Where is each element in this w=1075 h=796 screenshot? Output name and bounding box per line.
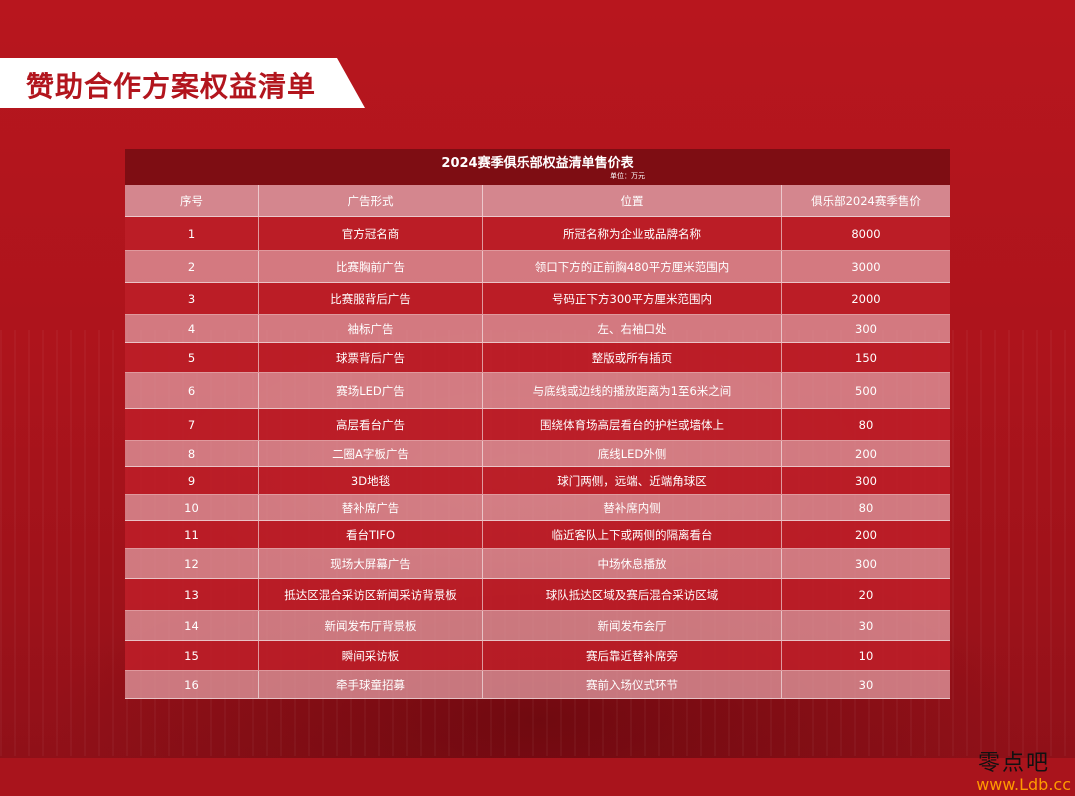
table-cell: 13 — [125, 579, 259, 611]
table-cell: 球队抵达区域及赛后混合采访区域 — [483, 579, 782, 611]
table-cell: 15 — [125, 641, 259, 671]
table-cell: 整版或所有插页 — [483, 343, 782, 373]
table-cell: 8000 — [782, 217, 950, 251]
table-cell: 4 — [125, 315, 259, 343]
table-cell: 与底线或边线的播放距离为1至6米之间 — [483, 373, 782, 409]
table-cell: 所冠名称为企业或品牌名称 — [483, 217, 782, 251]
column-header: 序号 — [125, 185, 259, 217]
table-cell: 300 — [782, 315, 950, 343]
table-cell: 8 — [125, 441, 259, 467]
table-cell: 号码正下方300平方厘米范围内 — [483, 283, 782, 315]
table-cell: 围绕体育场高层看台的护栏或墙体上 — [483, 409, 782, 441]
table-cell: 赛前入场仪式环节 — [483, 671, 782, 699]
table-title: 2024赛季俱乐部权益清单售价表 — [441, 156, 634, 171]
table-cell: 30 — [782, 671, 950, 699]
table-cell: 11 — [125, 521, 259, 549]
table-cell: 14 — [125, 611, 259, 641]
table-cell: 新闻发布厅背景板 — [259, 611, 483, 641]
table-cell: 500 — [782, 373, 950, 409]
table-cell: 200 — [782, 441, 950, 467]
table-cell: 比赛服背后广告 — [259, 283, 483, 315]
table-cell: 300 — [782, 549, 950, 579]
table-cell: 7 — [125, 409, 259, 441]
table-cell: 80 — [782, 409, 950, 441]
page-title: 赞助合作方案权益清单 — [26, 70, 317, 103]
table-cell: 球门两侧，远端、近端角球区 — [483, 467, 782, 495]
table-cell: 12 — [125, 549, 259, 579]
table-cell: 150 — [782, 343, 950, 373]
table-cell: 临近客队上下或两侧的隔离看台 — [483, 521, 782, 549]
table-cell: 抵达区混合采访区新闻采访背景板 — [259, 579, 483, 611]
table-cell: 比赛胸前广告 — [259, 251, 483, 283]
table-cell: 2 — [125, 251, 259, 283]
table-cell: 6 — [125, 373, 259, 409]
table-cell: 现场大屏幕广告 — [259, 549, 483, 579]
table-cell: 赛场LED广告 — [259, 373, 483, 409]
table-header-bar: 2024赛季俱乐部权益清单售价表 单位：万元 — [125, 149, 950, 185]
table-cell: 30 — [782, 611, 950, 641]
table-cell: 二圈A字板广告 — [259, 441, 483, 467]
table-cell: 看台TIFO — [259, 521, 483, 549]
table-cell: 赛后靠近替补席旁 — [483, 641, 782, 671]
table-cell: 官方冠名商 — [259, 217, 483, 251]
table-cell: 20 — [782, 579, 950, 611]
column-header: 位置 — [483, 185, 782, 217]
title-banner — [0, 58, 365, 108]
table-cell: 中场休息播放 — [483, 549, 782, 579]
table-cell: 1 — [125, 217, 259, 251]
table-cell: 瞬间采访板 — [259, 641, 483, 671]
watermark-text: 零点吧 — [977, 751, 1050, 776]
column-header: 广告形式 — [259, 185, 483, 217]
table-cell: 300 — [782, 467, 950, 495]
table-cell: 替补席广告 — [259, 495, 483, 521]
table-cell: 5 — [125, 343, 259, 373]
watermark-url: www.Ldb.cc — [976, 775, 1071, 794]
table-cell: 领口下方的正前胸480平方厘米范围内 — [483, 251, 782, 283]
table-cell: 左、右袖口处 — [483, 315, 782, 343]
table-unit: 单位：万元 — [610, 172, 645, 180]
table-cell: 3D地毯 — [259, 467, 483, 495]
table-cell: 2000 — [782, 283, 950, 315]
table-cell: 3 — [125, 283, 259, 315]
price-table: 2024赛季俱乐部权益清单售价表 单位：万元 序号 广告形式 位置 俱乐部202… — [125, 149, 950, 699]
table-cell: 16 — [125, 671, 259, 699]
table-cell: 9 — [125, 467, 259, 495]
table-cell: 袖标广告 — [259, 315, 483, 343]
table-cell: 球票背后广告 — [259, 343, 483, 373]
table-cell: 200 — [782, 521, 950, 549]
table-cell: 替补席内侧 — [483, 495, 782, 521]
table-cell: 新闻发布会厅 — [483, 611, 782, 641]
table-grid: 序号 广告形式 位置 俱乐部2024赛季售价 1 官方冠名商 所冠名称为企业或品牌名… — [125, 185, 950, 699]
table-cell: 3000 — [782, 251, 950, 283]
table-cell: 80 — [782, 495, 950, 521]
table-cell: 高层看台广告 — [259, 409, 483, 441]
table-cell: 10 — [782, 641, 950, 671]
bottom-strip — [0, 758, 1075, 796]
table-cell: 牵手球童招募 — [259, 671, 483, 699]
table-cell: 底线LED外侧 — [483, 441, 782, 467]
column-header: 俱乐部2024赛季售价 — [782, 185, 950, 217]
table-cell: 10 — [125, 495, 259, 521]
